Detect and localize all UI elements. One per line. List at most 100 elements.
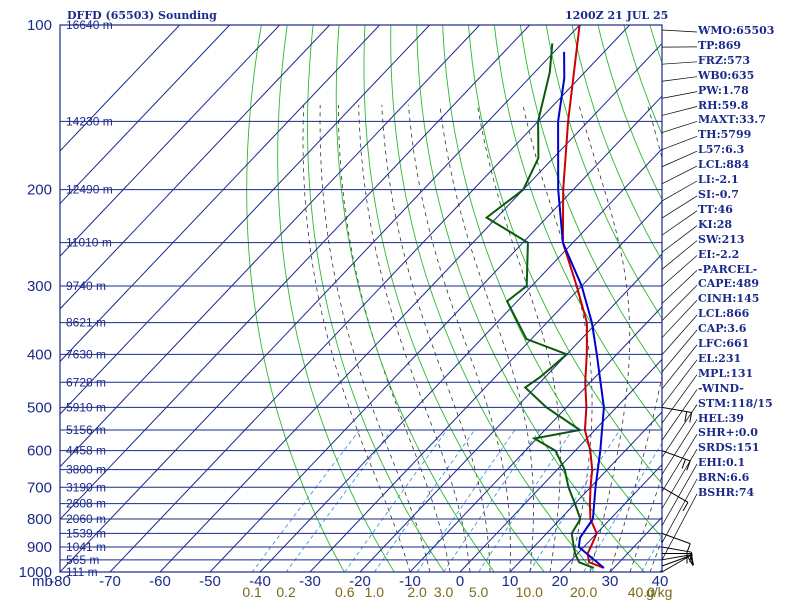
moist-adiabat-line: [319, 104, 431, 572]
isotherm-line: [409, 306, 662, 572]
height-label: 5910 m: [66, 400, 106, 414]
index-item: LCL:884: [698, 158, 750, 172]
dry-adiabat-line: [571, 25, 662, 262]
moist-adiabat-line: [578, 104, 631, 572]
index-leader-line: [661, 478, 698, 543]
dewpoint-line: [484, 43, 595, 569]
temperature-tick-label: -30: [299, 573, 321, 590]
pressure-tick-label: 600: [27, 443, 52, 460]
wind-barb-shaft: [661, 556, 689, 573]
isotherm-line: [60, 25, 331, 310]
index-leader-line: [661, 285, 698, 321]
height-label: 12490 m: [66, 183, 113, 197]
wind-barb-shaft: [661, 546, 692, 553]
index-leader-line: [661, 240, 698, 270]
height-label: 14230 m: [66, 114, 113, 128]
isotherm-line: [359, 253, 662, 572]
temperature-tick-label: 0: [456, 573, 464, 590]
wind-barb-flag: [681, 459, 686, 469]
index-leader-line: [661, 344, 698, 390]
mixing-ratio-label: 5.0: [469, 584, 489, 600]
index-item: TP:869: [698, 38, 742, 52]
index-leader-line: [661, 121, 698, 133]
observation-time: 1200Z 21 JUL 25: [565, 9, 669, 22]
index-leader-line: [661, 195, 698, 219]
moist-adiabat-line: [439, 104, 534, 572]
mixing-ratio-label: 3.0: [434, 584, 454, 600]
index-item: KI:28: [698, 217, 733, 231]
index-item: HEL:39: [698, 411, 744, 425]
dry-adiabat-line: [416, 25, 645, 572]
mixing-ratio-line: [640, 534, 662, 572]
index-item: TT:46: [698, 202, 733, 216]
isotherm-line: [60, 25, 281, 257]
index-leader-line: [661, 91, 698, 99]
index-leader-line: [661, 210, 698, 236]
isotherm-line: [60, 25, 231, 205]
wind-barb-shaft: [661, 450, 691, 462]
temperature-tick-label: -40: [249, 573, 271, 590]
moist-adiabat-line: [609, 104, 662, 572]
isotherm-line: [259, 148, 662, 572]
dry-adiabat-line: [277, 25, 395, 572]
index-item: EHI:0.1: [698, 456, 746, 470]
moist-adiabat-line: [302, 104, 411, 572]
pressure-tick-label: 200: [27, 182, 52, 199]
x-unit-label: mb: [32, 573, 53, 590]
temperature-tick-label: -10: [399, 573, 421, 590]
dry-adiabat-line: [468, 25, 662, 485]
height-label: 1041 m: [66, 540, 106, 554]
height-label: 4458 m: [66, 444, 106, 458]
dry-adiabat-line: [545, 25, 662, 320]
isotherm-line: [309, 200, 662, 572]
temperature-tick-label: 40: [652, 573, 669, 590]
wind-barb-shaft: [661, 486, 689, 503]
dry-adiabat-line: [774, 13, 800, 591]
pressure-tick-label: 100: [27, 17, 52, 34]
index-item: LFC:661: [698, 337, 750, 351]
index-item: STM:118/15: [698, 396, 773, 410]
temperature-tick-label: 20: [552, 573, 569, 590]
index-leader-line: [661, 180, 698, 202]
mixing-ratio-line: [528, 429, 621, 572]
temperature-tick-label: 10: [502, 573, 519, 590]
pressure-tick-label: 800: [27, 511, 52, 528]
index-item: FRZ:573: [698, 53, 751, 67]
wind-barb-flag: [684, 411, 688, 422]
height-label: 16640 m: [66, 18, 113, 32]
index-leader-line: [661, 76, 698, 82]
index-leader-line: [661, 389, 698, 441]
mixing-ratio-unit-label: g/kg: [646, 584, 672, 600]
mixing-ratio-line: [443, 429, 541, 572]
dry-adiabat-line: [597, 25, 662, 201]
dry-adiabat-line: [494, 25, 662, 431]
isotherm-line: [559, 463, 662, 572]
mixing-ratio-label: 0.6: [335, 584, 355, 600]
index-leader-line: [661, 329, 698, 373]
index-item: SRDS:151: [698, 441, 760, 455]
index-item: EI:-2.2: [698, 247, 740, 261]
height-label: 3800 m: [66, 463, 106, 477]
pressure-tick-label: 700: [27, 479, 52, 496]
mixing-ratio-label: 0.2: [276, 584, 296, 600]
temperature-tick-label: -60: [149, 573, 171, 590]
dry-adiabat-line: [519, 25, 662, 376]
mixing-ratio-line: [373, 429, 476, 572]
index-leader-line: [661, 135, 698, 150]
height-label: 9740 m: [66, 279, 106, 293]
height-label: 6728 m: [66, 375, 106, 389]
index-leader-line: [661, 255, 698, 287]
isotherm-line: [459, 358, 662, 572]
isotherm-line: [209, 95, 662, 572]
index-leader-line: [661, 449, 698, 509]
temperature-tick-label: -80: [49, 573, 71, 590]
index-item: LI:-2.1: [698, 173, 739, 187]
index-leader-line: [661, 61, 698, 65]
temperature-tick-label: -70: [99, 573, 121, 590]
mixing-ratio-line: [344, 429, 448, 572]
isotherm-line: [60, 25, 581, 572]
index-item: CAPE:489: [698, 277, 759, 291]
temperature-tick-label: 30: [602, 573, 619, 590]
mixing-ratio-label: 1.0: [365, 584, 385, 600]
index-item: BSHR:74: [698, 486, 755, 500]
